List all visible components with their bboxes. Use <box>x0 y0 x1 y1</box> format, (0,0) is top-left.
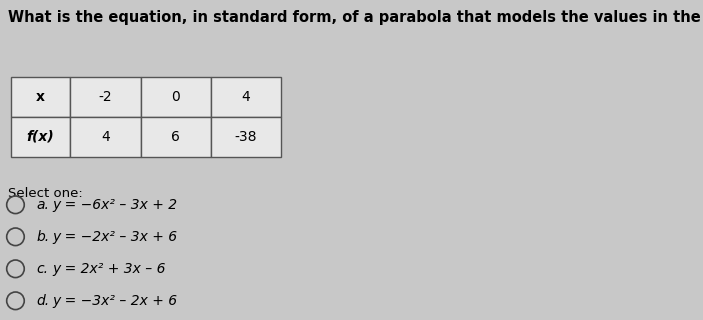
Text: d.: d. <box>37 294 50 308</box>
Text: 0: 0 <box>172 90 180 104</box>
FancyBboxPatch shape <box>141 77 211 117</box>
FancyBboxPatch shape <box>11 77 70 117</box>
Text: y = −3x² – 2x + 6: y = −3x² – 2x + 6 <box>53 294 178 308</box>
FancyBboxPatch shape <box>70 77 141 117</box>
FancyBboxPatch shape <box>211 77 281 117</box>
Text: a.: a. <box>37 198 49 212</box>
Text: x: x <box>36 90 45 104</box>
Text: y = −6x² – 3x + 2: y = −6x² – 3x + 2 <box>53 198 178 212</box>
Text: b.: b. <box>37 230 50 244</box>
Text: c.: c. <box>37 262 49 276</box>
FancyBboxPatch shape <box>11 117 70 157</box>
Text: What is the equation, in standard form, of a parabola that models the values in : What is the equation, in standard form, … <box>8 10 703 25</box>
Text: 6: 6 <box>172 130 180 144</box>
FancyBboxPatch shape <box>70 117 141 157</box>
Text: Select one:: Select one: <box>8 187 83 200</box>
Text: y = 2x² + 3x – 6: y = 2x² + 3x – 6 <box>53 262 166 276</box>
FancyBboxPatch shape <box>211 117 281 157</box>
Text: 4: 4 <box>101 130 110 144</box>
Text: y = −2x² – 3x + 6: y = −2x² – 3x + 6 <box>53 230 178 244</box>
Text: 4: 4 <box>242 90 250 104</box>
Text: f(x): f(x) <box>27 130 54 144</box>
FancyBboxPatch shape <box>141 117 211 157</box>
Text: -38: -38 <box>235 130 257 144</box>
Text: -2: -2 <box>98 90 112 104</box>
